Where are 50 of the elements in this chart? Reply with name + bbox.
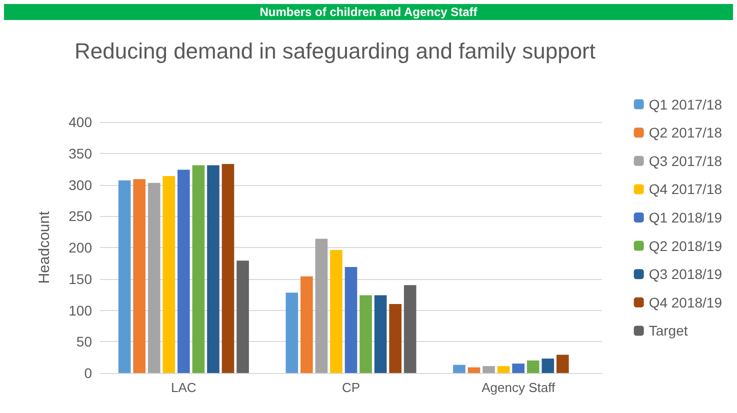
- y-tick-label: 300: [68, 176, 92, 193]
- bar: [482, 366, 495, 373]
- x-tick-label: CP: [342, 380, 360, 395]
- y-tick-label: 50: [76, 334, 92, 350]
- legend-label: Q3 2018/19: [648, 266, 722, 282]
- bar: [526, 360, 540, 373]
- bar: [453, 364, 466, 373]
- bar: [556, 354, 569, 373]
- bar: [344, 266, 358, 373]
- chart-title: Reducing demand in safeguarding and family support: [74, 38, 596, 64]
- legend-label: Q1 2017/18: [648, 96, 722, 112]
- bar: [148, 182, 160, 373]
- banner-heading: Numbers of children and Agency Staff: [4, 4, 733, 20]
- bar: [178, 170, 190, 373]
- bar: [162, 176, 176, 373]
- bar: [360, 295, 372, 373]
- legend-label: Q3 2017/18: [648, 152, 722, 169]
- bar: [207, 165, 220, 373]
- bar: [133, 179, 146, 373]
- y-tick-label: 400: [68, 114, 92, 130]
- x-tick-label: Agency Staff: [482, 380, 556, 395]
- y-tick-label: 250: [68, 208, 92, 224]
- legend-label: Q1 2018/19: [648, 210, 722, 226]
- legend-label: Q2 2018/19: [648, 238, 722, 254]
- bar: [315, 238, 328, 373]
- bar: [236, 260, 249, 373]
- bar: [512, 364, 524, 373]
- y-tick-label: 150: [68, 270, 92, 287]
- y-tick-label: 350: [68, 145, 92, 162]
- legend-label: Q2 2017/18: [648, 124, 722, 141]
- bar: [389, 304, 402, 373]
- bar: [404, 285, 416, 373]
- legend-label: Q4 2017/18: [648, 181, 722, 198]
- legend-label: Target: [648, 322, 688, 339]
- bar: [222, 164, 234, 373]
- x-tick-label: LAC: [171, 380, 196, 395]
- legend-label: Q4 2018/19: [648, 294, 722, 310]
- bar: [118, 180, 131, 373]
- bar: [300, 276, 313, 373]
- bar: [192, 165, 205, 373]
- bar: [374, 295, 387, 373]
- bar: [286, 292, 298, 373]
- bar: [468, 367, 480, 373]
- bar: [542, 358, 554, 373]
- y-tick-label: 200: [68, 240, 92, 256]
- bar: [497, 366, 510, 373]
- bar: [330, 250, 342, 373]
- y-tick-label: 100: [68, 302, 92, 318]
- y-tick-label: 0: [84, 365, 92, 381]
- y-axis-title: Headcount: [36, 210, 53, 284]
